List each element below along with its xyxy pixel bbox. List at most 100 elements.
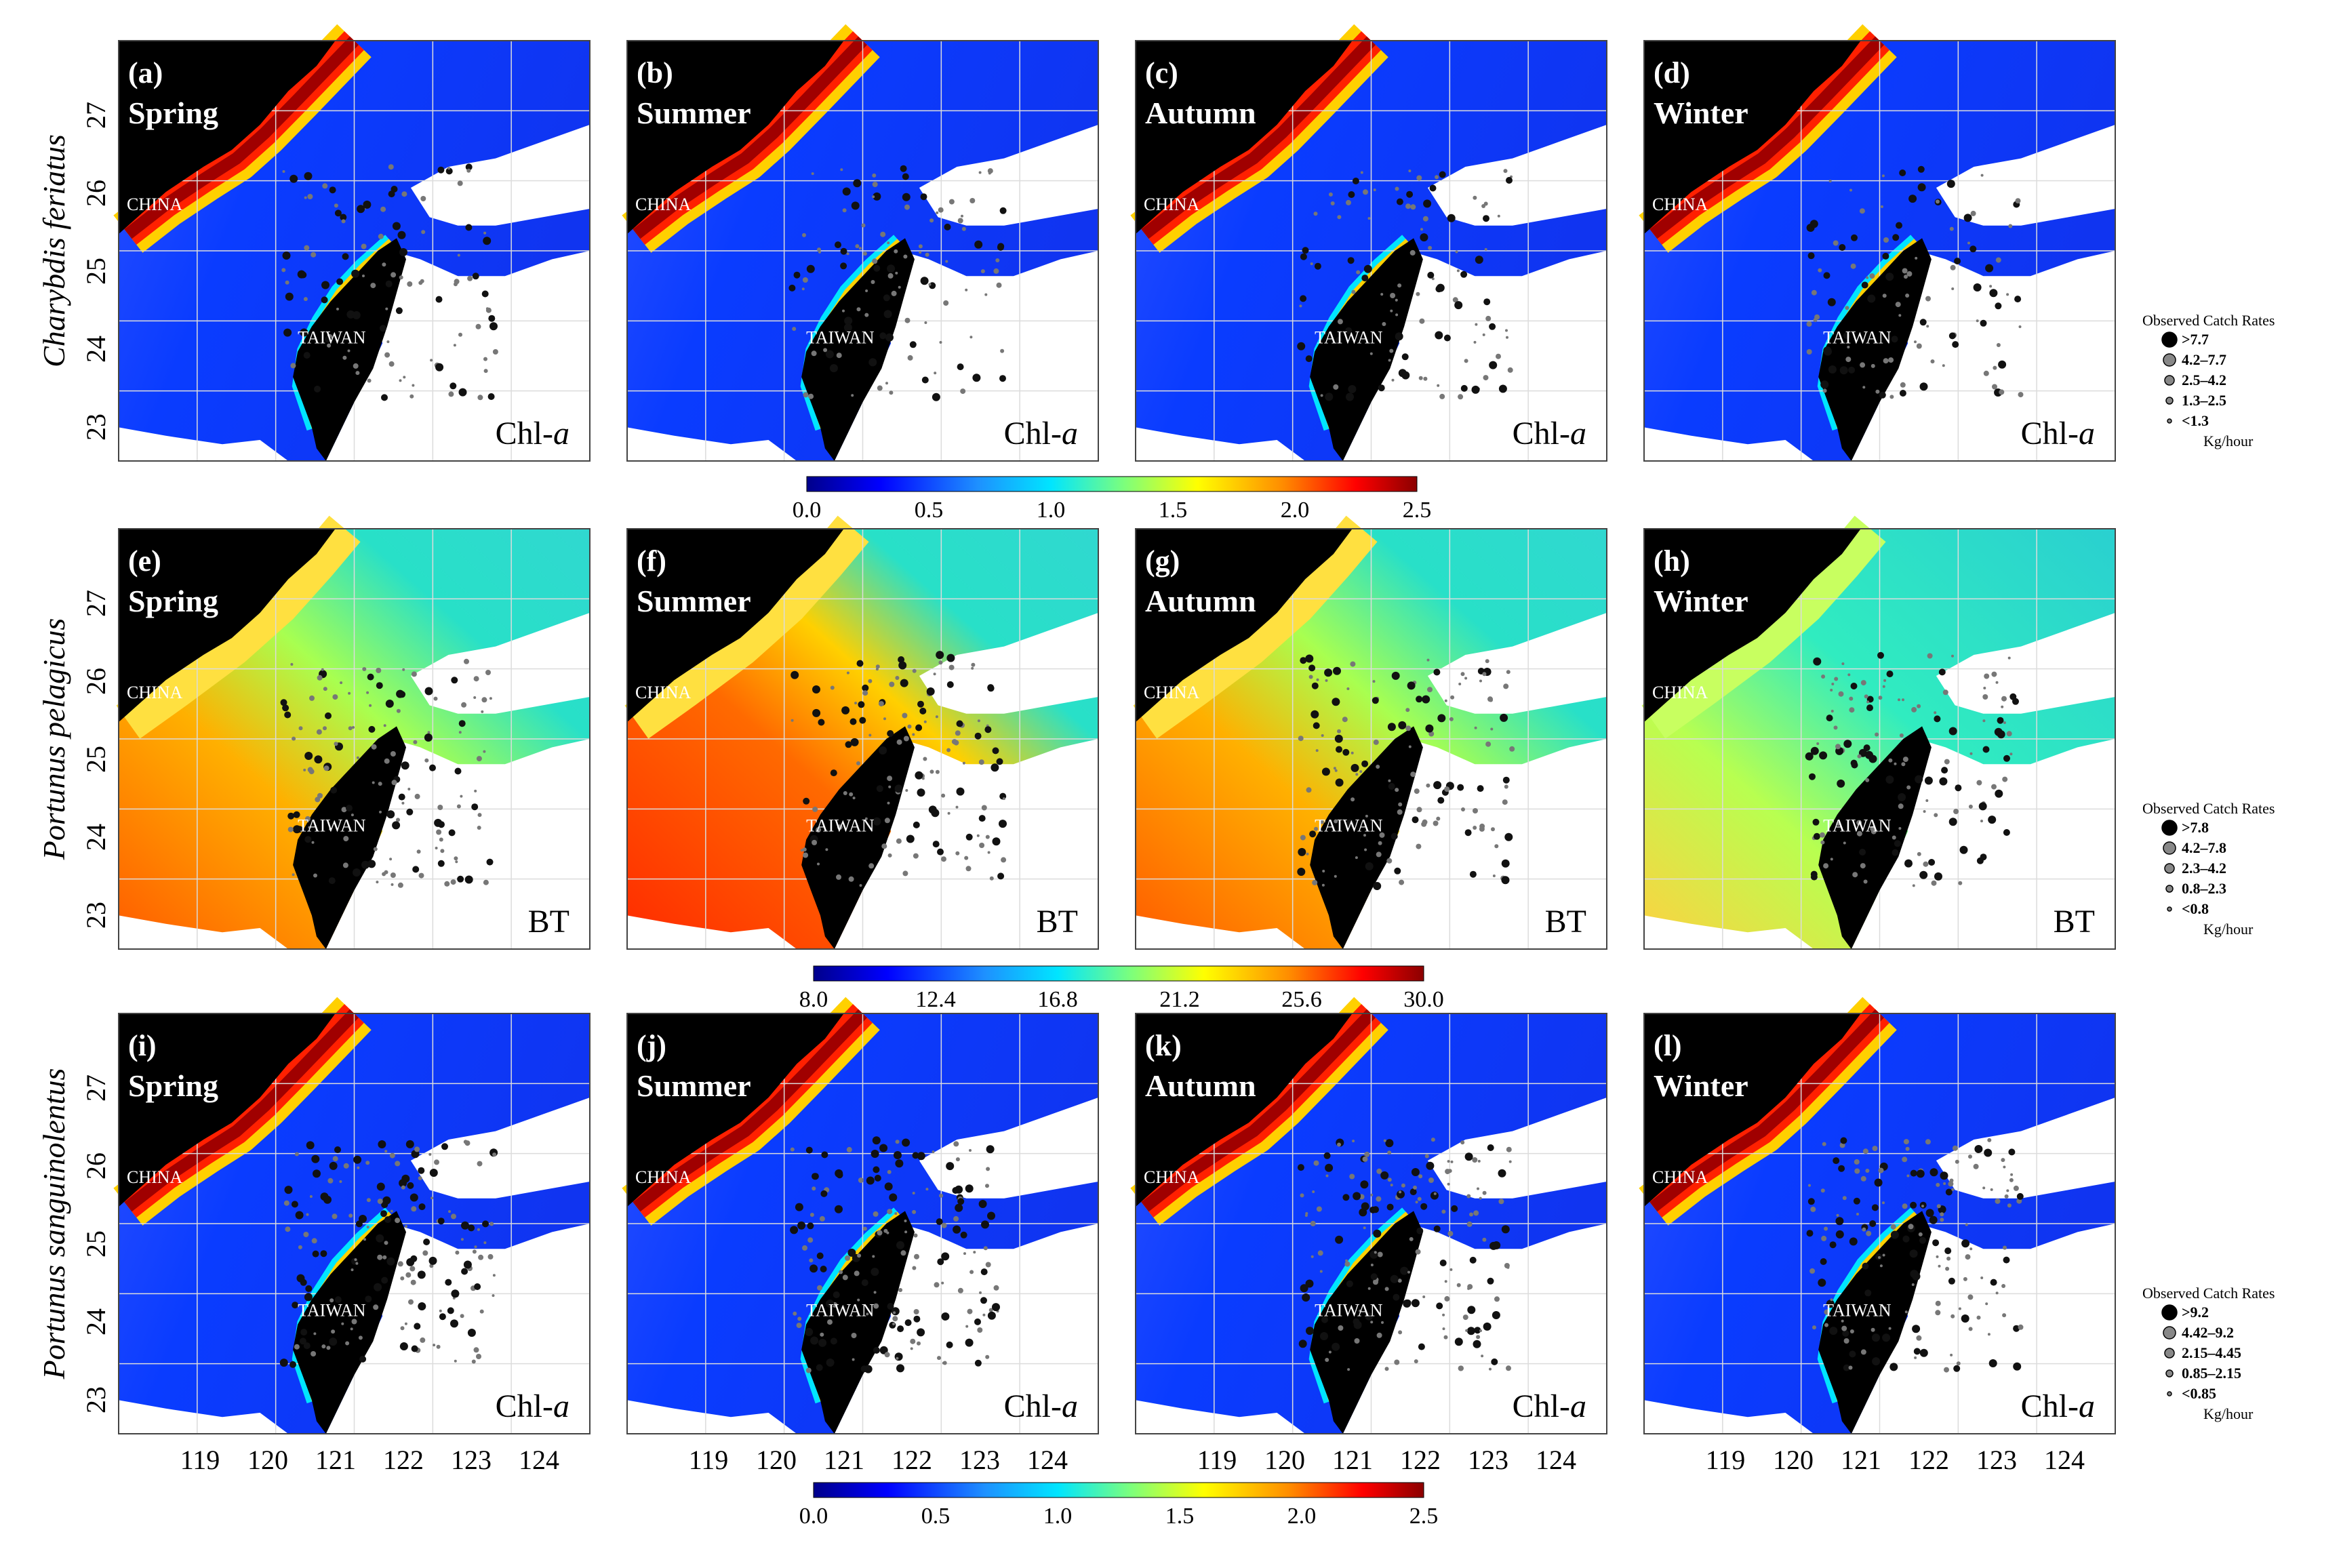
catch-rate-point [790, 1147, 795, 1152]
panel-label: (i) [128, 1029, 157, 1062]
no-data-area [627, 427, 797, 461]
catch-rate-point [803, 852, 809, 858]
catch-rate-point [1313, 212, 1318, 216]
catch-rate-point [969, 336, 973, 339]
catch-rate-point [474, 1245, 477, 1249]
catch-rate-point [1424, 1154, 1429, 1159]
catch-rate-point [320, 1250, 327, 1258]
catch-rate-point [464, 875, 473, 884]
catch-rate-point [818, 250, 821, 254]
catch-rate-point [1426, 1161, 1435, 1170]
catch-rate-point [2003, 829, 2010, 836]
panel-label: (h) [1654, 544, 1690, 578]
no-data-area [1644, 427, 1814, 461]
catch-rate-point [972, 374, 981, 382]
panel-label: (g) [1145, 544, 1180, 578]
catch-rate-point [877, 1230, 883, 1236]
catch-rate-point [1409, 1237, 1414, 1241]
catch-rate-point [392, 222, 401, 230]
catch-rate-point [1373, 882, 1382, 890]
catch-rate-point [1942, 364, 1945, 367]
catch-rate-point [1866, 700, 1870, 704]
longitude-tick: 123 [451, 1445, 492, 1475]
catch-rate-point [971, 666, 974, 670]
catch-rate-point [883, 1228, 888, 1233]
catch-rate-point [1845, 357, 1852, 363]
catch-rate-point [1456, 1283, 1461, 1287]
catch-rate-point [460, 1238, 464, 1241]
catch-rate-point [1369, 352, 1373, 355]
catch-rate-point [1385, 1139, 1394, 1148]
catch-rate-point [912, 1192, 915, 1194]
catch-rate-point [1430, 1191, 1439, 1200]
latitude-tick: 24 [81, 1308, 111, 1335]
catch-rate-point [1352, 178, 1359, 184]
catch-rate-point [862, 1226, 867, 1231]
catch-rate-point [793, 1311, 797, 1316]
catch-rate-point [877, 385, 883, 391]
catch-rate-point [887, 273, 894, 279]
catch-rate-point [2008, 224, 2013, 228]
catch-rate-point [448, 391, 454, 397]
catch-rate-point [987, 685, 995, 692]
catch-rate-point [936, 1218, 943, 1226]
catch-rate-point [1315, 749, 1319, 752]
catch-rate-point [957, 1287, 963, 1293]
catch-rate-point [1314, 262, 1321, 270]
catch-rate-point [1466, 1194, 1471, 1199]
catch-rate-point [1445, 1169, 1451, 1175]
catch-rate-point [871, 1268, 879, 1276]
catch-rate-point [1450, 1160, 1454, 1163]
catch-rate-point [999, 375, 1006, 382]
catch-rate-point [1298, 1340, 1307, 1348]
catch-rate-point [2002, 1313, 2007, 1318]
catch-rate-point [1504, 784, 1508, 789]
latitude-tick: 27 [81, 102, 111, 129]
taiwan-label: TAIWAN [1823, 327, 1892, 347]
catch-rate-point [871, 280, 875, 284]
catch-rate-point [905, 789, 908, 792]
catch-rate-point [1300, 1284, 1308, 1293]
catch-rate-point [407, 281, 413, 287]
catch-rate-point [1481, 204, 1486, 208]
catch-rate-point [2007, 1203, 2012, 1208]
catch-rate-point [833, 1291, 840, 1298]
catch-rate-point [887, 801, 890, 805]
legend-class-label: 4.42–9.2 [2182, 1324, 2234, 1341]
catch-rate-point [311, 1238, 317, 1244]
catch-rate-point [1935, 1300, 1941, 1306]
catch-rate-point [390, 872, 396, 878]
catch-rate-point [1898, 314, 1902, 317]
catch-rate-point [1905, 294, 1910, 298]
catch-rate-point [282, 170, 285, 173]
catch-rate-point [1431, 277, 1435, 281]
catch-rate-point [1403, 1299, 1412, 1308]
catch-rate-point [873, 1291, 877, 1294]
catch-rate-point [454, 767, 462, 775]
catch-rate-point [818, 719, 825, 726]
catch-rate-point [1485, 741, 1492, 747]
catch-rate-point [948, 664, 955, 670]
catch-rate-point [981, 1220, 989, 1229]
catch-rate-point [979, 843, 985, 848]
catch-rate-point [1810, 1206, 1816, 1212]
variable-label: BT [1545, 904, 1586, 940]
catch-rate-point [1350, 763, 1359, 772]
catch-rate-point [1925, 799, 1929, 802]
catch-rate-point [894, 784, 903, 793]
catch-rate-point [1001, 857, 1007, 863]
catch-rate-point [386, 1257, 395, 1266]
catch-rate-point [868, 679, 873, 683]
catch-rate-point [1837, 779, 1845, 788]
catch-rate-point [458, 332, 462, 337]
catch-rate-point [1316, 678, 1319, 681]
catch-rate-point [1398, 1330, 1403, 1335]
catch-rate-point [946, 1162, 955, 1171]
catch-rate-point [984, 293, 988, 296]
catch-rate-point [463, 1260, 472, 1269]
catch-rate-point [993, 268, 999, 274]
catch-rate-point [1870, 363, 1875, 368]
catch-rate-point [1451, 1205, 1458, 1212]
catch-rate-point [891, 290, 897, 296]
